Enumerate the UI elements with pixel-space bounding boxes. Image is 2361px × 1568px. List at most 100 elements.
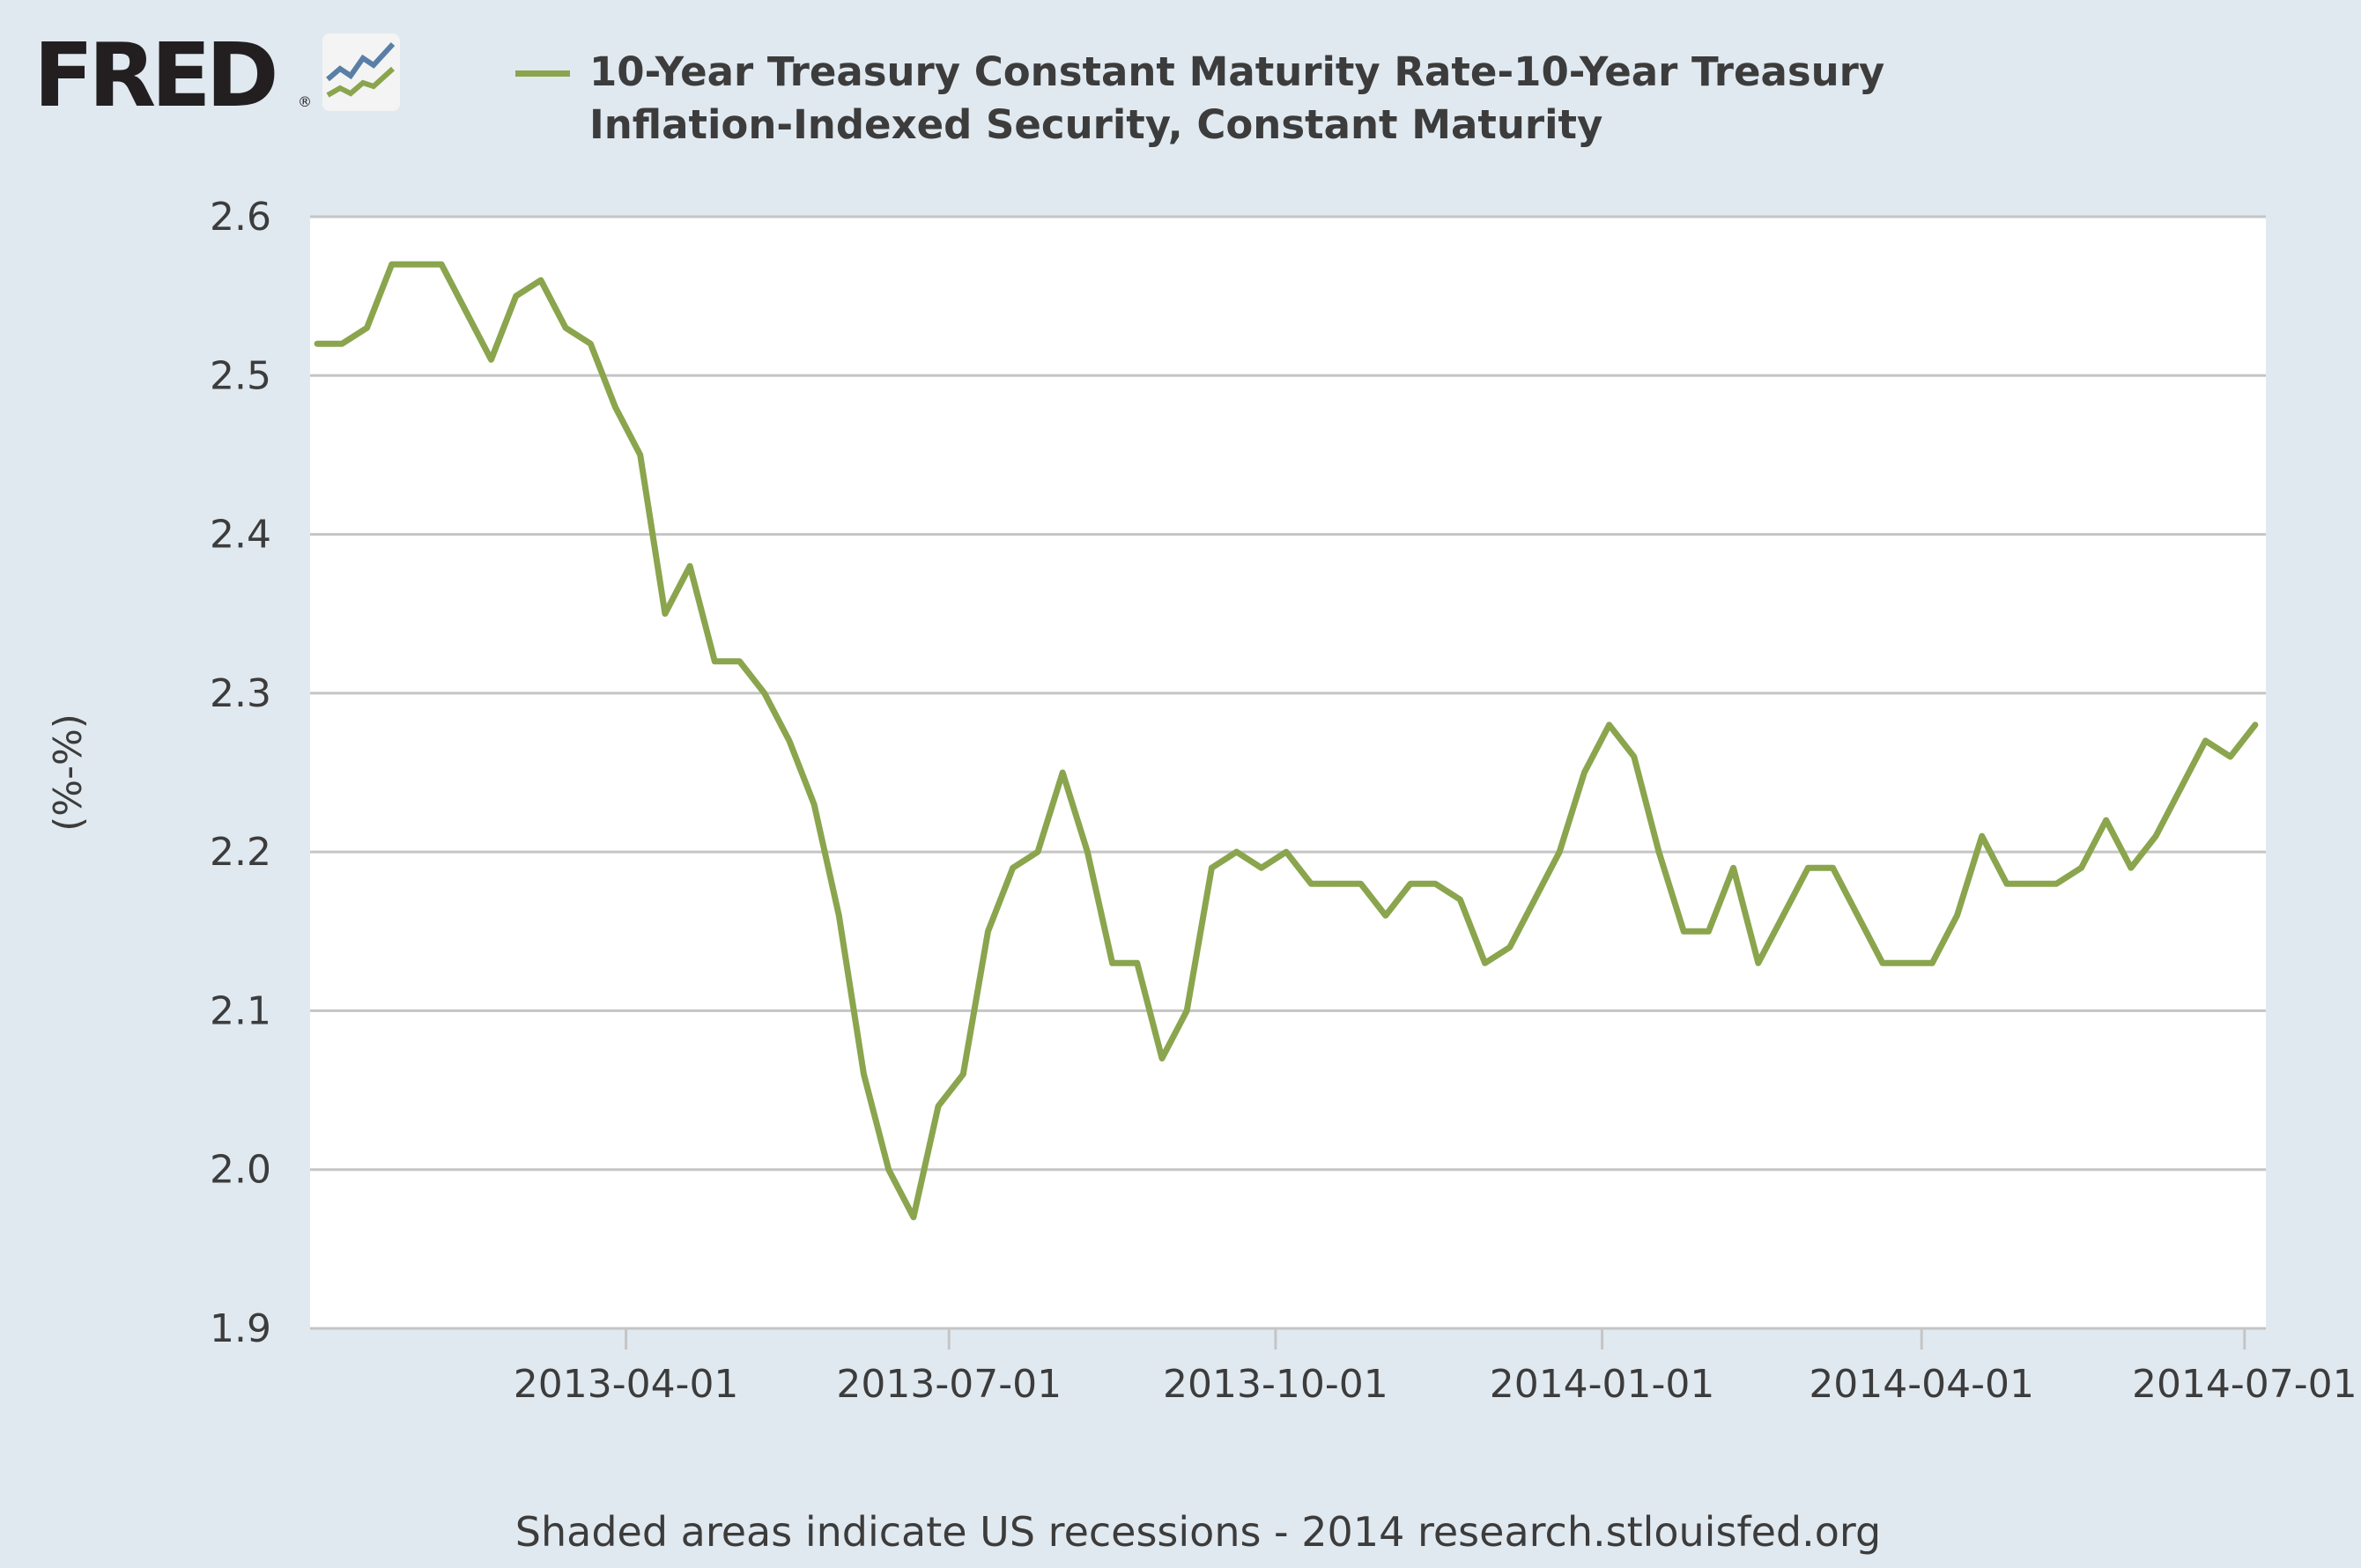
data-point: [1310, 883, 1313, 885]
fred-wordmark: FRED: [33, 24, 279, 127]
data-point: [937, 1105, 940, 1107]
data-point: [539, 279, 542, 282]
data-point: [589, 343, 592, 345]
data-point: [1160, 1057, 1163, 1060]
data-point: [415, 263, 418, 266]
data-point: [1632, 755, 1635, 758]
data-point: [1534, 899, 1536, 901]
data-point: [2055, 883, 2058, 885]
data-point: [1558, 851, 1561, 854]
data-point: [614, 406, 617, 409]
x-tick-label: 2014-01-01: [1490, 1362, 1715, 1407]
data-point: [440, 263, 443, 266]
data-point: [838, 914, 840, 917]
data-point: [1359, 883, 1362, 885]
data-point: [1136, 962, 1138, 965]
data-point: [1260, 867, 1262, 869]
data-point: [1459, 899, 1462, 901]
data-point: [1086, 851, 1089, 854]
data-point: [987, 930, 989, 933]
y-tick-label: 1.9: [210, 1306, 271, 1351]
data-point: [565, 327, 567, 329]
data-point: [2005, 883, 2008, 885]
y-tick-label: 2.1: [210, 988, 271, 1033]
data-point: [788, 739, 790, 742]
data-point: [738, 660, 741, 662]
data-point: [1881, 962, 1884, 965]
data-point: [1980, 835, 1983, 838]
data-point: [763, 692, 766, 694]
data-point: [663, 612, 666, 615]
data-point: [1707, 930, 1710, 933]
data-point: [1956, 914, 1958, 917]
data-point: [1235, 851, 1238, 854]
data-point: [1906, 962, 1909, 965]
data-point: [1434, 883, 1437, 885]
data-point: [1658, 851, 1661, 854]
data-point: [1111, 962, 1114, 965]
data-point: [465, 311, 468, 314]
data-point: [1757, 962, 1759, 965]
data-point: [2155, 835, 2157, 838]
data-point: [1284, 851, 1287, 854]
fred-logo: FRED ®: [33, 32, 412, 120]
data-point: [341, 343, 344, 345]
data-point: [639, 454, 641, 456]
data-point: [1186, 1010, 1188, 1012]
data-point: [1931, 962, 1934, 965]
registered-mark: ®: [298, 93, 312, 110]
x-tick-label: 2013-10-01: [1163, 1362, 1388, 1407]
data-point: [490, 359, 492, 361]
y-tick-label: 2.5: [210, 353, 271, 398]
data-point: [2031, 883, 2033, 885]
y-tick-label: 2.4: [210, 513, 271, 558]
data-point: [2105, 819, 2107, 822]
data-point: [2229, 755, 2231, 758]
legend-swatch: [515, 70, 570, 77]
data-point: [1011, 867, 1014, 869]
y-axis-title: (%-%): [46, 714, 91, 832]
data-point: [1856, 914, 1859, 917]
data-point: [1832, 867, 1834, 869]
data-point: [1036, 851, 1039, 854]
y-tick-label: 2.0: [210, 1148, 271, 1193]
data-point: [1410, 883, 1412, 885]
data-point: [1583, 772, 1586, 773]
data-point: [366, 327, 368, 329]
data-point: [912, 1216, 914, 1218]
data-point: [1608, 723, 1610, 726]
data-point: [1683, 930, 1685, 933]
data-point: [1335, 883, 1337, 885]
data-point: [887, 1168, 890, 1171]
data-point: [1782, 914, 1785, 917]
y-tick-label: 2.3: [210, 671, 271, 716]
data-point: [862, 1073, 865, 1076]
data-point: [962, 1073, 965, 1076]
x-tick-label: 2014-04-01: [1809, 1362, 2034, 1407]
data-point: [2254, 723, 2256, 726]
data-point: [1508, 946, 1511, 949]
legend-series-label: 10-Year Treasury Constant Maturity Rate-…: [589, 48, 1885, 148]
data-point: [2180, 788, 2182, 790]
plot-area: [310, 217, 2266, 1328]
fred-chart-icon: [322, 33, 400, 111]
x-tick-label: 2013-07-01: [836, 1362, 1062, 1407]
data-point: [2129, 867, 2132, 869]
data-point: [813, 803, 816, 806]
data-point: [1807, 867, 1810, 869]
data-point: [316, 343, 319, 345]
data-point: [514, 295, 517, 298]
y-tick-label: 2.6: [210, 195, 271, 240]
footer-note: Shaded areas indicate US recessions - 20…: [514, 1508, 1882, 1556]
data-point: [1484, 962, 1486, 965]
data-point: [1732, 867, 1735, 869]
data-point: [1384, 914, 1387, 917]
x-tick-label: 2013-04-01: [514, 1362, 739, 1407]
data-point: [1210, 867, 1213, 869]
line-chart: 1.9 2.0 2.1 2.2 2.3 2.4 2.5 2.6 2013-04-01 2013-…: [46, 195, 2357, 1407]
data-point: [714, 660, 716, 662]
y-tick-label: 2.2: [210, 830, 271, 875]
data-point: [689, 565, 692, 567]
x-tick-label: 2014-07-01: [2132, 1362, 2357, 1407]
data-point: [2080, 867, 2083, 869]
